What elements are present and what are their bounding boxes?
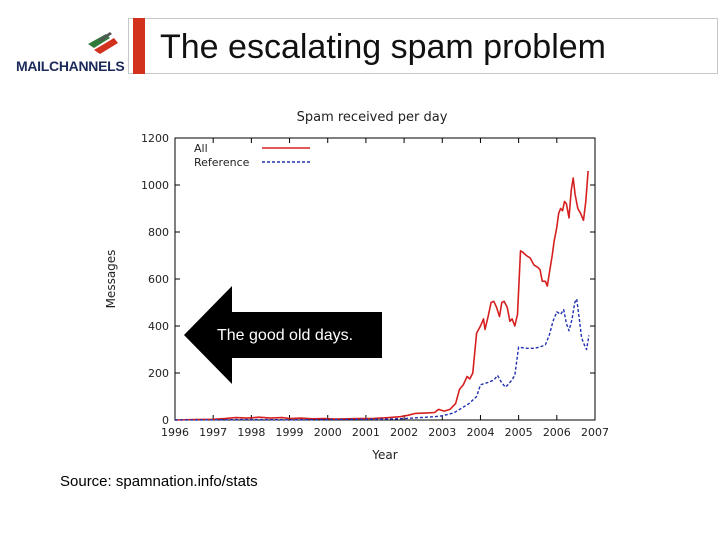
spam-chart: 0 200 400 600 800 1000 1200 1996 1997 1998 1999 20… [104,110,609,462]
logo-text: MAILCHANNELS [16,58,125,74]
series-line-all [174,170,589,421]
x-tick-label: 2002 [390,426,418,439]
mailchannels-logo: MAILCHANNELS [14,30,126,76]
y-tick-label: 1000 [141,179,169,192]
x-tick-label: 1996 [161,426,189,439]
title-frame [128,18,718,74]
chart-title: Spam received per day [297,110,448,125]
series-line-reference [174,298,590,421]
logo-swoosh-icon [88,32,118,54]
x-axis-label: Year [371,448,397,462]
callout-text: The good old days. [217,327,354,344]
y-tick-label: 400 [148,320,169,333]
y-tick-label: 200 [148,367,169,380]
x-tick-label: 1999 [276,426,304,439]
legend-label: Reference [194,156,250,169]
y-tick-label: 600 [148,273,169,286]
x-tick-label: 2007 [581,426,609,439]
x-tick-label: 2006 [543,426,571,439]
x-tick-label: 1998 [237,426,265,439]
x-tick-label: 2003 [428,426,456,439]
x-tick-label: 2000 [314,426,342,439]
source-caption: Source: spamnation.info/stats [60,473,258,490]
legend-label: All [194,142,208,155]
y-tick-label: 800 [148,226,169,239]
page-title: The escalating spam problem [160,28,607,66]
x-tick-label: 2005 [505,426,533,439]
x-tick-label: 2004 [466,426,494,439]
good-old-days-callout: The good old days. [184,286,384,384]
x-tick-label: 1997 [199,426,227,439]
y-tick-label: 0 [162,414,169,427]
left-arrow-icon [184,286,382,384]
y-tick-label: 1200 [141,132,169,145]
x-tick-label: 2001 [352,426,380,439]
title-accent-bar [133,18,145,74]
y-axis-label: Messages [104,250,118,309]
